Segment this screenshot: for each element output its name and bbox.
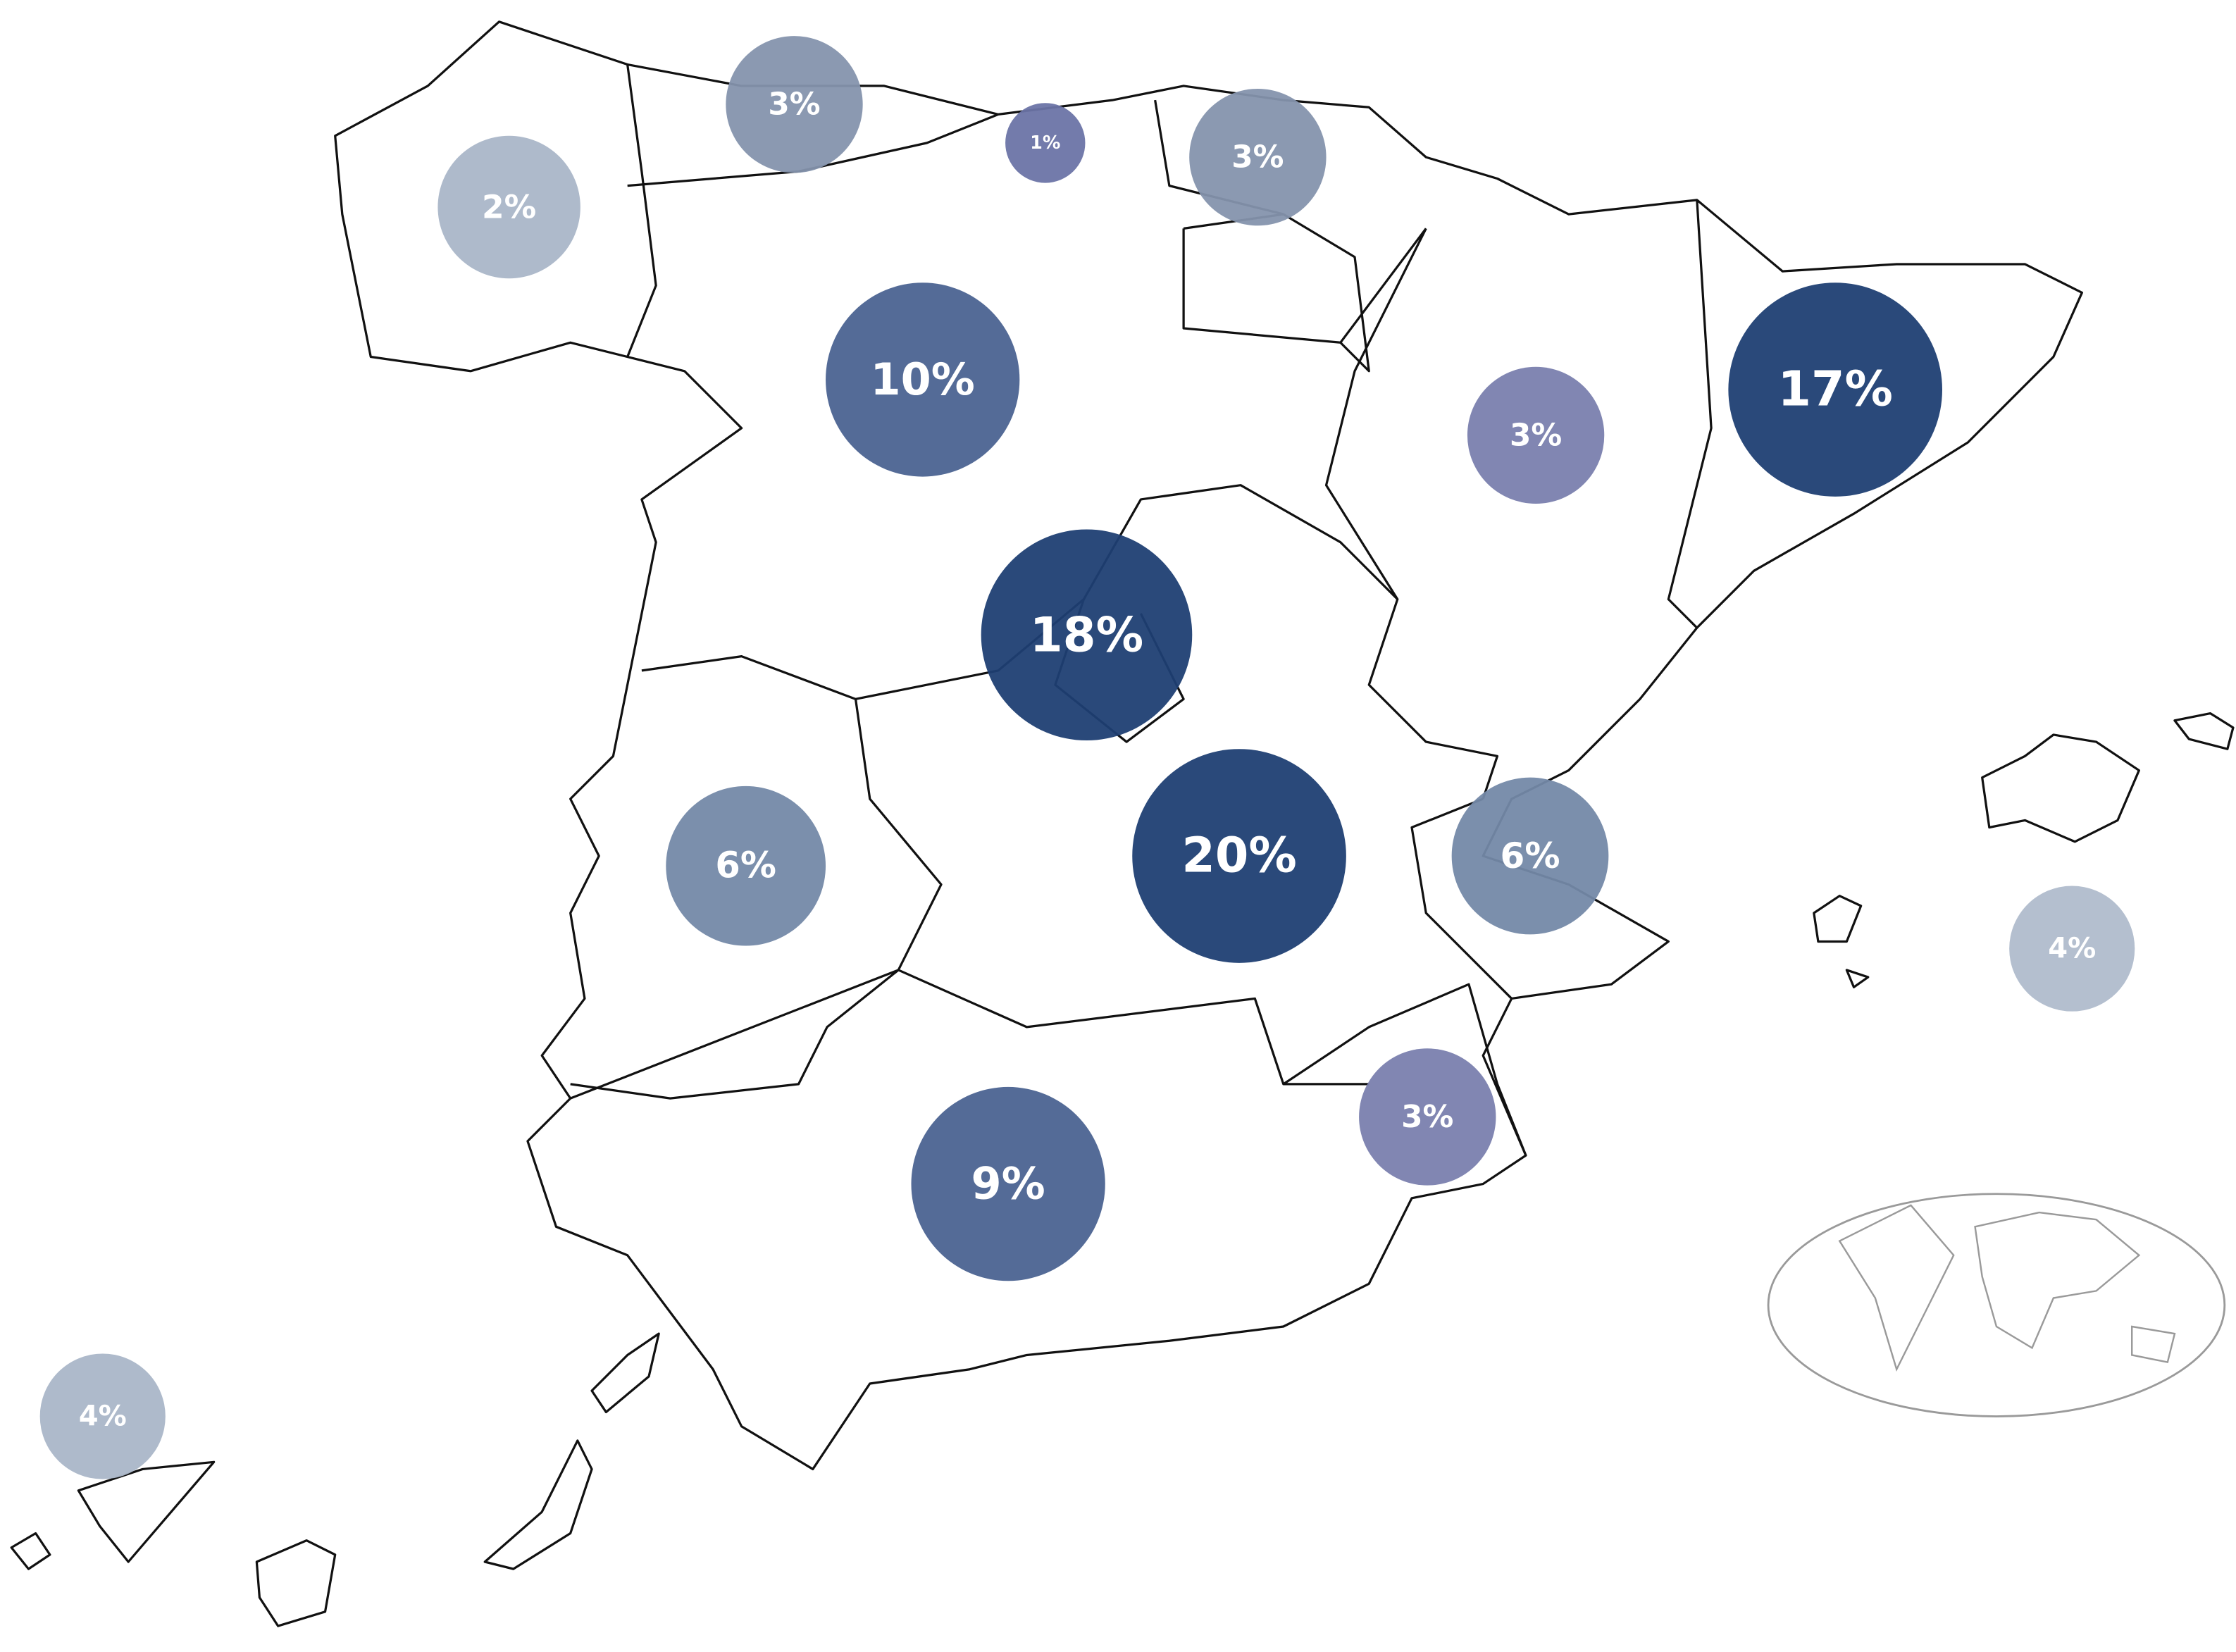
globe-inset (1767, 1193, 2226, 1417)
bubble-label: 2% (482, 188, 536, 225)
bubble-label: 4% (79, 1401, 127, 1433)
region-border (1410, 797, 1513, 1000)
bubble (1132, 749, 1346, 963)
region-border (1339, 228, 1427, 344)
bubble-label: 17% (1777, 362, 1892, 418)
bubble (1005, 103, 1086, 183)
region-border (570, 699, 943, 1100)
bubble-label: 3% (1231, 139, 1284, 175)
bubble-label: 18% (1030, 607, 1143, 663)
island (1845, 969, 1870, 988)
island (10, 1532, 51, 1570)
bubble (666, 785, 826, 946)
bubble (911, 1086, 1105, 1281)
bubble-label: 6% (715, 845, 776, 887)
bubble (1451, 777, 1609, 935)
region-border (1667, 199, 1713, 629)
bubble (437, 135, 580, 279)
mainland (334, 20, 2084, 1471)
region-border (1282, 983, 1527, 1156)
bubble (1359, 1048, 1496, 1186)
bubble (39, 1353, 166, 1479)
island (2173, 712, 2235, 750)
bubble-label: 10% (871, 354, 975, 405)
bubble-label: 1% (1030, 132, 1060, 154)
bubble-label: 9% (971, 1159, 1045, 1210)
bubble-label: 3% (1510, 417, 1562, 453)
island (483, 1439, 593, 1570)
bubble (1189, 88, 1327, 226)
bubble-label: 3% (768, 87, 820, 123)
region-border (570, 969, 1369, 1100)
bubbles: 2% 3% 1% 3% 10% 3% 17% 18% 20% 6% 6% 4% 3% 9% 4% (39, 36, 2135, 1479)
bubble-label: 4% (2048, 933, 2096, 965)
region-border (627, 113, 999, 187)
map-outline (10, 20, 2235, 1627)
bubble (726, 36, 863, 173)
globe-continents (1838, 1204, 2176, 1372)
region-border (1324, 228, 1427, 600)
bubble (1467, 366, 1605, 504)
bubble (981, 529, 1193, 741)
island (255, 1539, 337, 1627)
bubble-label: 6% (1500, 836, 1560, 876)
bubble (1728, 282, 1943, 497)
region-border (626, 64, 657, 358)
bubble (826, 282, 1020, 477)
island (1981, 733, 2140, 843)
island (590, 1332, 660, 1414)
island (77, 1460, 216, 1563)
island (1813, 895, 1863, 943)
bubble-label: 20% (1181, 828, 1296, 884)
bubble-label: 3% (1401, 1099, 1453, 1135)
bubble (2009, 886, 2135, 1012)
